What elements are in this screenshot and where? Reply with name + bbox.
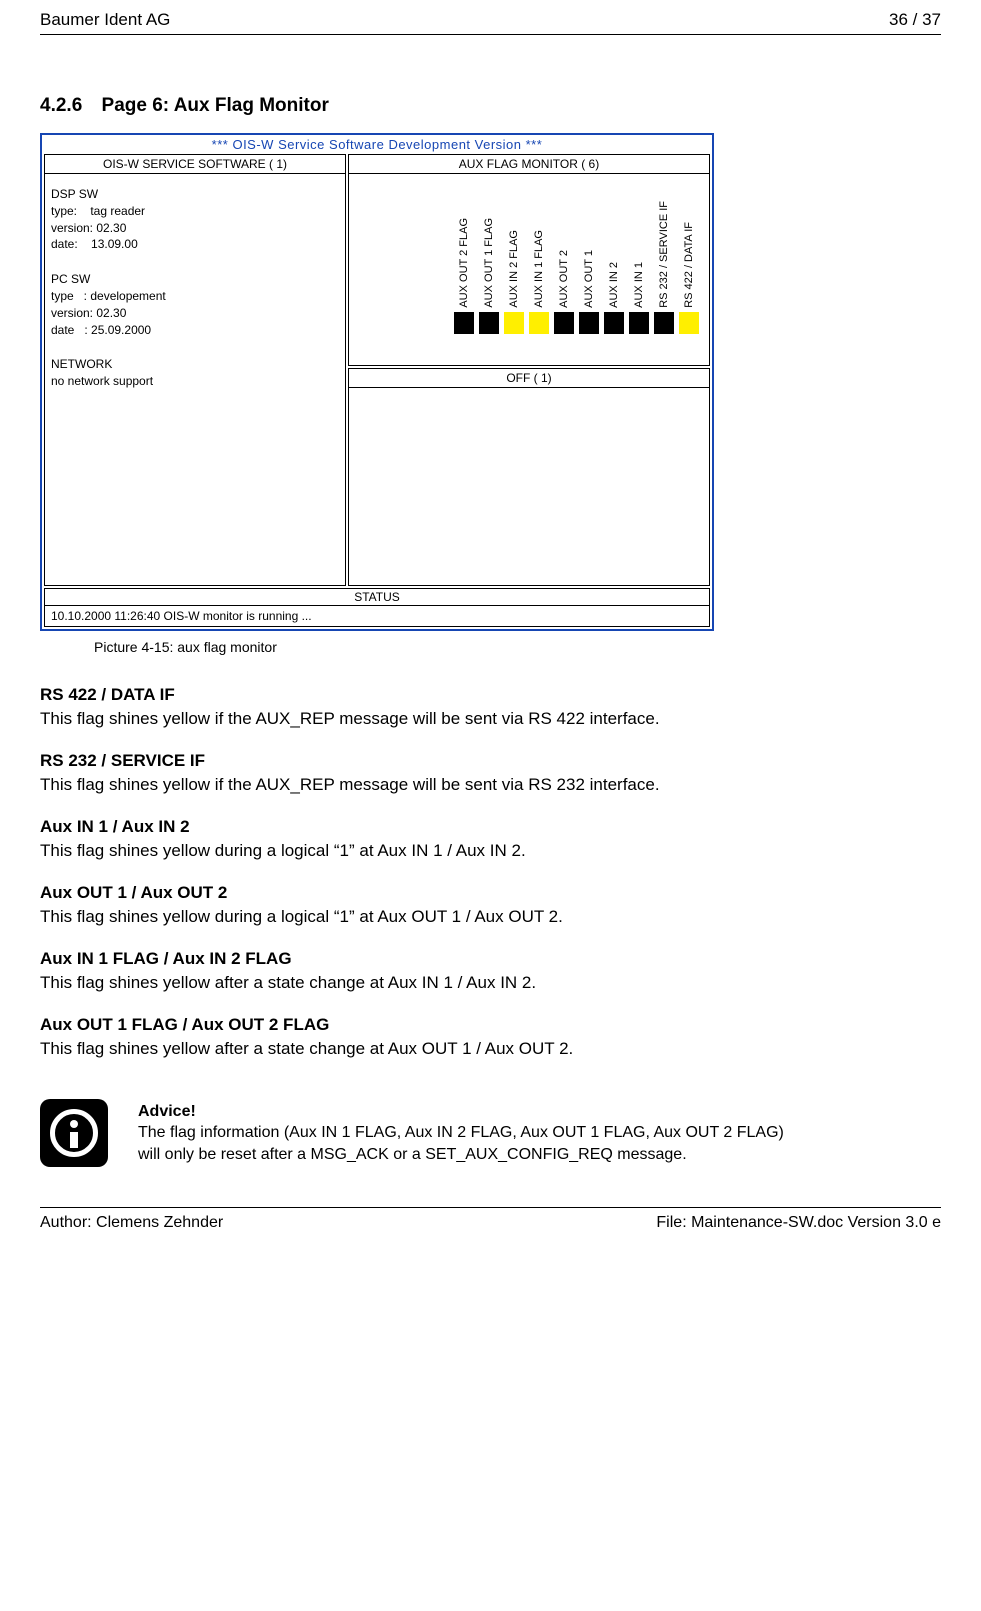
footer-file: File: Maintenance-SW.doc Version 3.0 e — [656, 1214, 941, 1232]
page-header: Baumer Ident AG 36 / 37 — [40, 10, 941, 35]
right-column: AUX FLAG MONITOR ( 6) AUX OUT 2 FLAGAUX … — [348, 154, 710, 586]
aux-column-label: AUX IN 1 — [629, 178, 649, 308]
definition-title: Aux OUT 1 / Aux OUT 2 — [40, 883, 941, 903]
left-panel-title: OIS-W SERVICE SOFTWARE ( 1) — [45, 155, 345, 174]
pc-version: version: 02.30 — [51, 305, 339, 322]
definition-title: RS 232 / SERVICE IF — [40, 751, 941, 771]
definition-body: This flag shines yellow if the AUX_REP m… — [40, 709, 941, 729]
off-panel-title: OFF ( 1) — [349, 369, 709, 388]
section-number: 4.2.6 — [40, 95, 82, 116]
app-window: *** OIS-W Service Software Development V… — [40, 133, 714, 631]
definitions-list: RS 422 / DATA IF This flag shines yellow … — [40, 685, 941, 1059]
section-title: Page 6: Aux Flag Monitor — [102, 95, 329, 116]
aux-column-label: AUX OUT 2 FLAG — [454, 178, 474, 308]
figure-caption: Picture 4-15: aux flag monitor — [94, 639, 941, 655]
aux-column-label: AUX OUT 1 FLAG — [479, 178, 499, 308]
definition-body: This flag shines yellow if the AUX_REP m… — [40, 775, 941, 795]
company-name: Baumer Ident AG — [40, 10, 170, 30]
aux-column-label: RS 422 / DATA IF — [679, 178, 699, 308]
status-title: STATUS — [45, 589, 709, 606]
status-bar: STATUS 10.10.2000 11:26:40 OIS-W monitor… — [44, 588, 710, 627]
dsp-type: type: tag reader — [51, 203, 339, 220]
advice-line2: will only be reset after a MSG_ACK or a … — [138, 1144, 784, 1166]
aux-flag-indicator — [529, 312, 549, 334]
definition-body: This flag shines yellow after a state ch… — [40, 1039, 941, 1059]
aux-labels-row: AUX OUT 2 FLAGAUX OUT 1 FLAGAUX IN 2 FLA… — [349, 174, 709, 308]
aux-flag-indicator — [579, 312, 599, 334]
network-label: NETWORK — [51, 356, 339, 373]
definition-title: Aux IN 1 FLAG / Aux IN 2 FLAG — [40, 949, 941, 969]
footer-author: Author: Clemens Zehnder — [40, 1214, 223, 1232]
aux-panel: AUX FLAG MONITOR ( 6) AUX OUT 2 FLAGAUX … — [348, 154, 710, 366]
aux-column-label: AUX IN 1 FLAG — [529, 178, 549, 308]
app-titlebar: *** OIS-W Service Software Development V… — [42, 135, 712, 154]
definition-title: RS 422 / DATA IF — [40, 685, 941, 705]
section-heading: 4.2.6 Page 6: Aux Flag Monitor — [40, 95, 941, 117]
advice-line1: The flag information (Aux IN 1 FLAG, Aux… — [138, 1122, 784, 1144]
definition-body: This flag shines yellow after a state ch… — [40, 973, 941, 993]
off-panel: OFF ( 1) — [348, 368, 710, 586]
aux-column-label: AUX OUT 1 — [579, 178, 599, 308]
aux-column-label: AUX OUT 2 — [554, 178, 574, 308]
pc-type: type : developement — [51, 288, 339, 305]
aux-flag-indicator — [479, 312, 499, 334]
advice-block: Advice! The flag information (Aux IN 1 F… — [40, 1099, 941, 1167]
aux-column-label: RS 232 / SERVICE IF — [654, 178, 674, 308]
pc-date: date : 25.09.2000 — [51, 322, 339, 339]
dsp-sw-label: DSP SW — [51, 186, 339, 203]
advice-text: Advice! The flag information (Aux IN 1 F… — [138, 1101, 784, 1166]
left-panel-body: DSP SW type: tag reader version: 02.30 d… — [45, 174, 345, 394]
aux-column-label: AUX IN 2 FLAG — [504, 178, 524, 308]
info-icon — [40, 1099, 108, 1167]
aux-flag-indicator — [629, 312, 649, 334]
dsp-version: version: 02.30 — [51, 220, 339, 237]
definition-title: Aux IN 1 / Aux IN 2 — [40, 817, 941, 837]
page-number: 36 / 37 — [889, 10, 941, 30]
page-footer: Author: Clemens Zehnder File: Maintenanc… — [40, 1207, 941, 1232]
aux-flag-indicator — [679, 312, 699, 334]
network-text: no network support — [51, 373, 339, 390]
panels-row: OIS-W SERVICE SOFTWARE ( 1) DSP SW type:… — [42, 154, 712, 586]
aux-flag-indicator — [554, 312, 574, 334]
aux-panel-title: AUX FLAG MONITOR ( 6) — [349, 155, 709, 174]
left-panel: OIS-W SERVICE SOFTWARE ( 1) DSP SW type:… — [44, 154, 346, 586]
aux-flag-indicator — [654, 312, 674, 334]
dsp-date: date: 13.09.00 — [51, 236, 339, 253]
status-text: 10.10.2000 11:26:40 OIS-W monitor is run… — [45, 606, 709, 626]
aux-column-label: AUX IN 2 — [604, 178, 624, 308]
aux-bar-strip — [349, 308, 709, 334]
pc-sw-label: PC SW — [51, 271, 339, 288]
aux-flag-indicator — [504, 312, 524, 334]
definition-body: This flag shines yellow during a logical… — [40, 907, 941, 927]
aux-flag-indicator — [604, 312, 624, 334]
definition-body: This flag shines yellow during a logical… — [40, 841, 941, 861]
definition-title: Aux OUT 1 FLAG / Aux OUT 2 FLAG — [40, 1015, 941, 1035]
advice-label: Advice! — [138, 1101, 784, 1123]
aux-flag-indicator — [454, 312, 474, 334]
